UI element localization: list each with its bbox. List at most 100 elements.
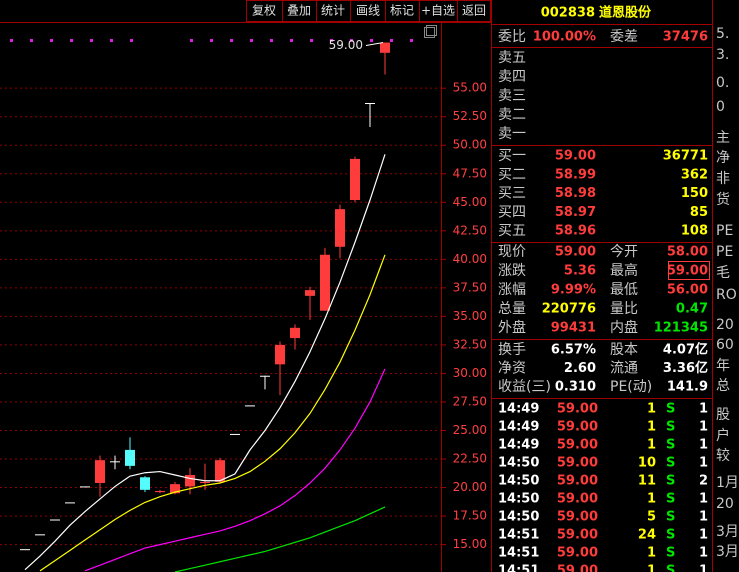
candle-body: [275, 344, 285, 365]
panel-text: 卖四: [498, 69, 526, 85]
panel-text: 1: [647, 420, 656, 435]
panel-text: 总量: [498, 301, 526, 317]
panel-text: 56.00: [667, 283, 708, 298]
panel-text: 36771: [663, 149, 708, 164]
panel-text: 59.00: [557, 456, 598, 471]
icon[interactable]: [424, 27, 435, 38]
panel-text: 5.36: [564, 264, 596, 279]
panel-text: 卖三: [498, 88, 526, 104]
toolbar-button[interactable]: +自选: [421, 4, 455, 18]
panel-text: S: [666, 438, 675, 453]
panel-text: S: [666, 456, 675, 471]
panel-text: 10: [638, 456, 656, 471]
highlight-box: [668, 261, 710, 280]
candle-body: [35, 534, 45, 536]
panel-text: 3.36亿: [663, 360, 708, 376]
panel-text: S: [666, 510, 675, 525]
side-text: 主: [716, 130, 730, 146]
dot: [190, 39, 193, 42]
toolbar-button[interactable]: 叠加: [287, 4, 311, 18]
panel-text: 150: [681, 186, 708, 201]
toolbar-frame: [246, 0, 491, 22]
dot: [70, 39, 73, 42]
toolbar: [246, 0, 491, 22]
panel-text: 14:49: [498, 420, 539, 435]
panel-text: 59.00: [557, 528, 598, 543]
y-tick-label: 35.00: [453, 309, 487, 323]
toolbar-button[interactable]: 返回: [462, 4, 486, 18]
panel-text: 1: [699, 456, 708, 471]
side-text: 非: [716, 171, 730, 187]
candle-body: [260, 375, 270, 377]
y-tick-label: 30.00: [453, 366, 487, 380]
high-pointer: [365, 42, 384, 47]
panel-text: 换手: [498, 341, 526, 358]
y-tick-label: 47.50: [453, 166, 487, 180]
plot: 15.00 17.50 20.00 22.50 25.00 27.50 30.00 32.50…: [0, 38, 487, 572]
panel-text: 59.00: [557, 492, 598, 507]
candle-body: [290, 327, 300, 339]
panel-text: S: [666, 402, 675, 417]
panel-text: 1: [647, 402, 656, 417]
side-text: 货: [716, 191, 730, 208]
candle-body: [185, 475, 195, 487]
side-text: 3月: [716, 544, 739, 560]
panel-text: 58.96: [555, 224, 596, 239]
side-text: 较: [716, 448, 730, 464]
icon[interactable]: [426, 25, 437, 36]
panel-text: 1: [699, 420, 708, 435]
panel-text: 5: [647, 510, 656, 525]
panel-text: 1: [699, 528, 708, 543]
panel-text: 今开: [610, 244, 638, 260]
panel-text: 收益(三): [498, 379, 551, 395]
candle-body: [245, 405, 255, 407]
panel-text: 1: [647, 546, 656, 561]
dot: [270, 39, 273, 42]
side-text: 年: [716, 358, 730, 374]
panel-text: 委差: [610, 29, 638, 45]
panel-text: 14:51: [498, 546, 539, 561]
candle-body: [65, 502, 75, 504]
panel-text: 14:50: [498, 474, 539, 489]
toolbar-button[interactable]: 复权: [252, 4, 276, 18]
moving-average: [39, 254, 386, 572]
dot: [390, 39, 393, 42]
panel-text: S: [666, 474, 675, 489]
panel-text: 量比: [610, 301, 638, 317]
panel-text: 141.9: [667, 380, 708, 395]
dot: [130, 39, 133, 42]
panel-text: 2.60: [564, 361, 596, 376]
y-tick-label: 22.50: [453, 452, 487, 466]
toolbar-button[interactable]: 统计: [321, 4, 345, 18]
candle-body: [20, 549, 30, 551]
panel-text: 外盘: [498, 319, 526, 336]
toolbar-button[interactable]: 标记: [390, 4, 414, 18]
dot: [330, 39, 333, 42]
dot: [110, 39, 113, 42]
candle-body: [305, 290, 315, 296]
panel-text: 买三: [498, 186, 526, 202]
panel-text: 100.00%: [533, 30, 596, 45]
panel-text: 1: [699, 564, 708, 572]
panel-text: 涨幅: [498, 282, 526, 298]
side-text: 净: [716, 150, 730, 166]
candle-body: [335, 209, 345, 247]
panel-text: 1: [699, 546, 708, 561]
panel-text: 11: [638, 474, 656, 489]
dot: [250, 39, 253, 42]
candle-body: [155, 490, 165, 493]
candle-body: [50, 519, 60, 521]
side-text: 0.: [716, 75, 729, 91]
panel-text: 59.00: [667, 264, 708, 279]
side-text: 股: [716, 407, 730, 423]
panel-text: 59.00: [555, 149, 596, 164]
panel-text: 股本: [610, 342, 638, 358]
panel-text: S: [666, 420, 675, 435]
panel-text: 59.00: [557, 510, 598, 525]
toolbar-button[interactable]: 画线: [356, 4, 380, 18]
side-text: 总: [716, 378, 730, 394]
panel-text: 卖一: [498, 126, 526, 142]
panel-text: 买二: [498, 167, 526, 183]
panel-text: 14:51: [498, 564, 539, 572]
